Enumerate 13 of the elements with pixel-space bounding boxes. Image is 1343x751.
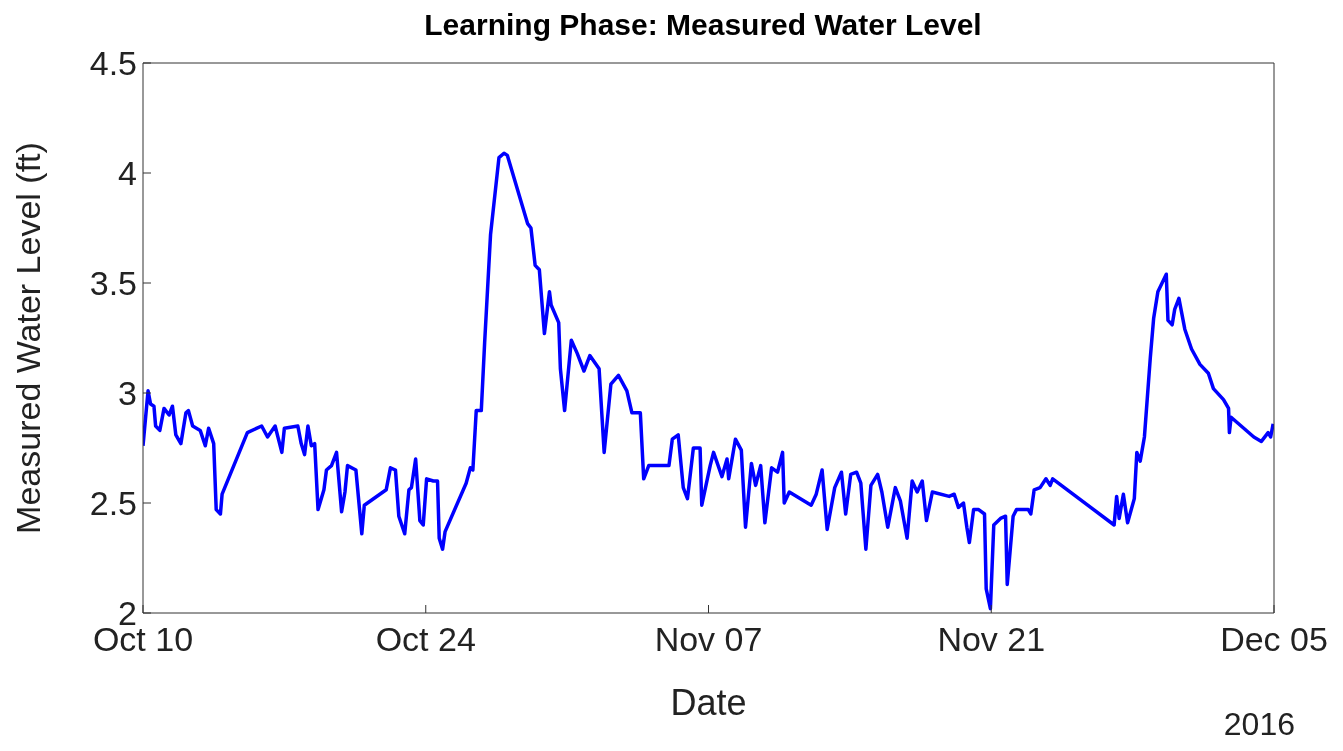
x-tick-label: Dec 05 <box>1220 620 1328 659</box>
y-tick-label: 4.5 <box>89 44 137 83</box>
x-tick-label: Oct 24 <box>375 620 476 659</box>
text: 2016 <box>1223 706 1295 742</box>
x-tick-label: Nov 07 <box>654 620 763 659</box>
y-tick-label: 2.5 <box>89 484 137 523</box>
y-tick-label: 3.5 <box>89 264 137 303</box>
y-axis-title: Measured Water Level (ft) <box>9 142 48 534</box>
y-tick-label: 3 <box>118 374 137 413</box>
chart-title: Learning Phase: Measured Water Level <box>424 8 982 41</box>
y-tick-label: 4 <box>118 154 137 193</box>
x-axis-title: Date <box>670 682 747 723</box>
x-tick-label: Nov 21 <box>937 620 1046 659</box>
